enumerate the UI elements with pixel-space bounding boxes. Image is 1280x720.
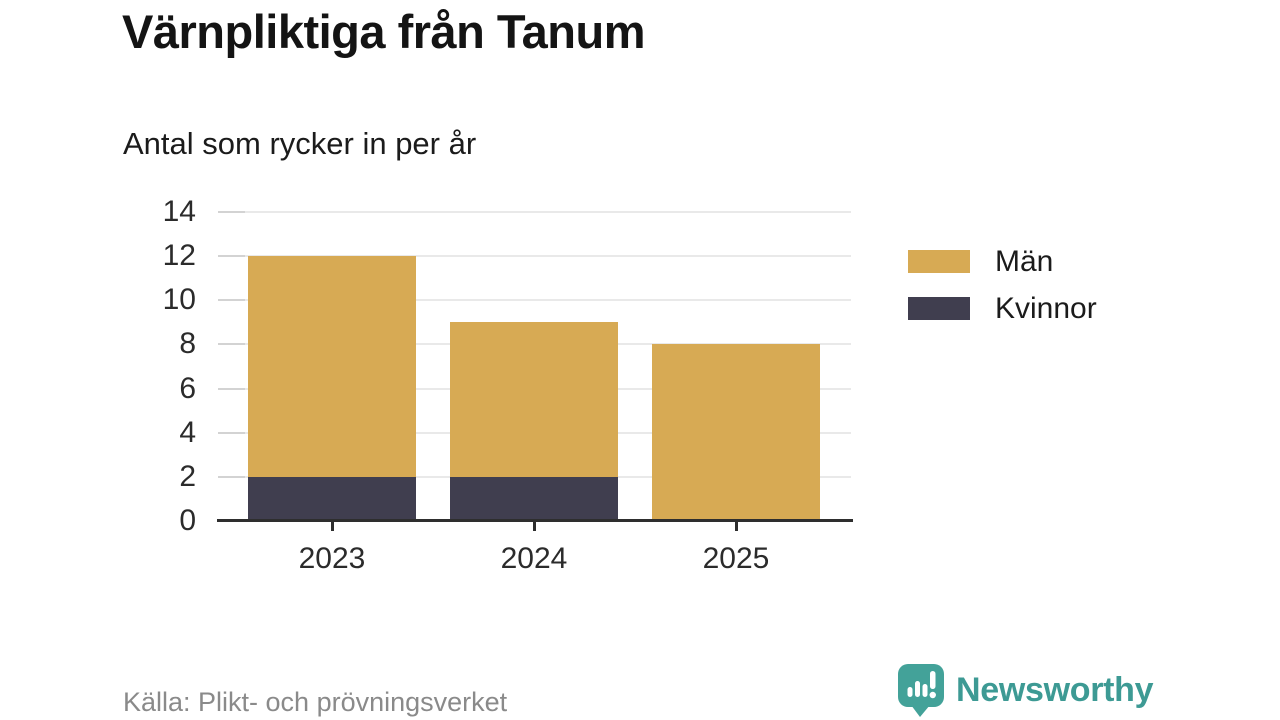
y-axis-tick <box>218 211 245 213</box>
y-axis-label: 8 <box>179 327 196 360</box>
y-axis-tick <box>218 299 245 301</box>
y-axis-tick <box>218 255 245 257</box>
legend-item: Män <box>908 245 1097 278</box>
legend-item: Kvinnor <box>908 292 1097 325</box>
y-axis-label: 10 <box>162 283 196 316</box>
bar-segment-kvinnor <box>248 477 416 521</box>
x-axis-tick <box>331 522 334 531</box>
y-axis-label: 12 <box>162 239 196 272</box>
bar-segment-kvinnor <box>450 477 618 521</box>
y-axis-tick <box>218 388 245 390</box>
gridline <box>218 211 851 213</box>
x-axis-tick <box>735 522 738 531</box>
x-axis-label: 2025 <box>702 542 770 575</box>
y-axis-label: 0 <box>179 504 196 537</box>
y-axis-tick <box>218 432 245 434</box>
y-axis-tick <box>218 476 245 478</box>
y-axis-label: 6 <box>179 372 196 405</box>
x-axis-label: 2024 <box>500 542 568 575</box>
bar-segment-män <box>450 322 618 477</box>
y-axis-label: 4 <box>179 416 196 449</box>
gridline <box>218 255 851 257</box>
chart-title: Värnpliktiga från Tanum <box>122 5 646 58</box>
x-axis-tick <box>533 522 536 531</box>
newsworthy-icon <box>898 664 944 717</box>
legend-swatch-män <box>908 250 970 273</box>
newsworthy-logo: Newsworthy <box>897 664 1154 717</box>
bar-segment-män <box>248 256 416 477</box>
bar-segment-män <box>652 344 820 521</box>
y-axis-label: 2 <box>179 460 196 493</box>
legend-label: Kvinnor <box>995 292 1097 325</box>
y-axis-label: 14 <box>162 195 196 228</box>
legend: Män Kvinnor <box>908 245 1097 325</box>
gridline <box>218 299 851 301</box>
chart-subtitle: Antal som rycker in per år <box>123 126 477 161</box>
x-axis-label: 2023 <box>298 542 366 575</box>
x-axis-line <box>217 519 853 522</box>
y-axis-tick <box>218 343 245 345</box>
source-text: Källa: Plikt- och prövningsverket <box>123 687 508 717</box>
newsworthy-wordmark: Newsworthy <box>956 671 1154 709</box>
legend-swatch-kvinnor <box>908 297 970 320</box>
legend-label: Män <box>995 245 1054 278</box>
